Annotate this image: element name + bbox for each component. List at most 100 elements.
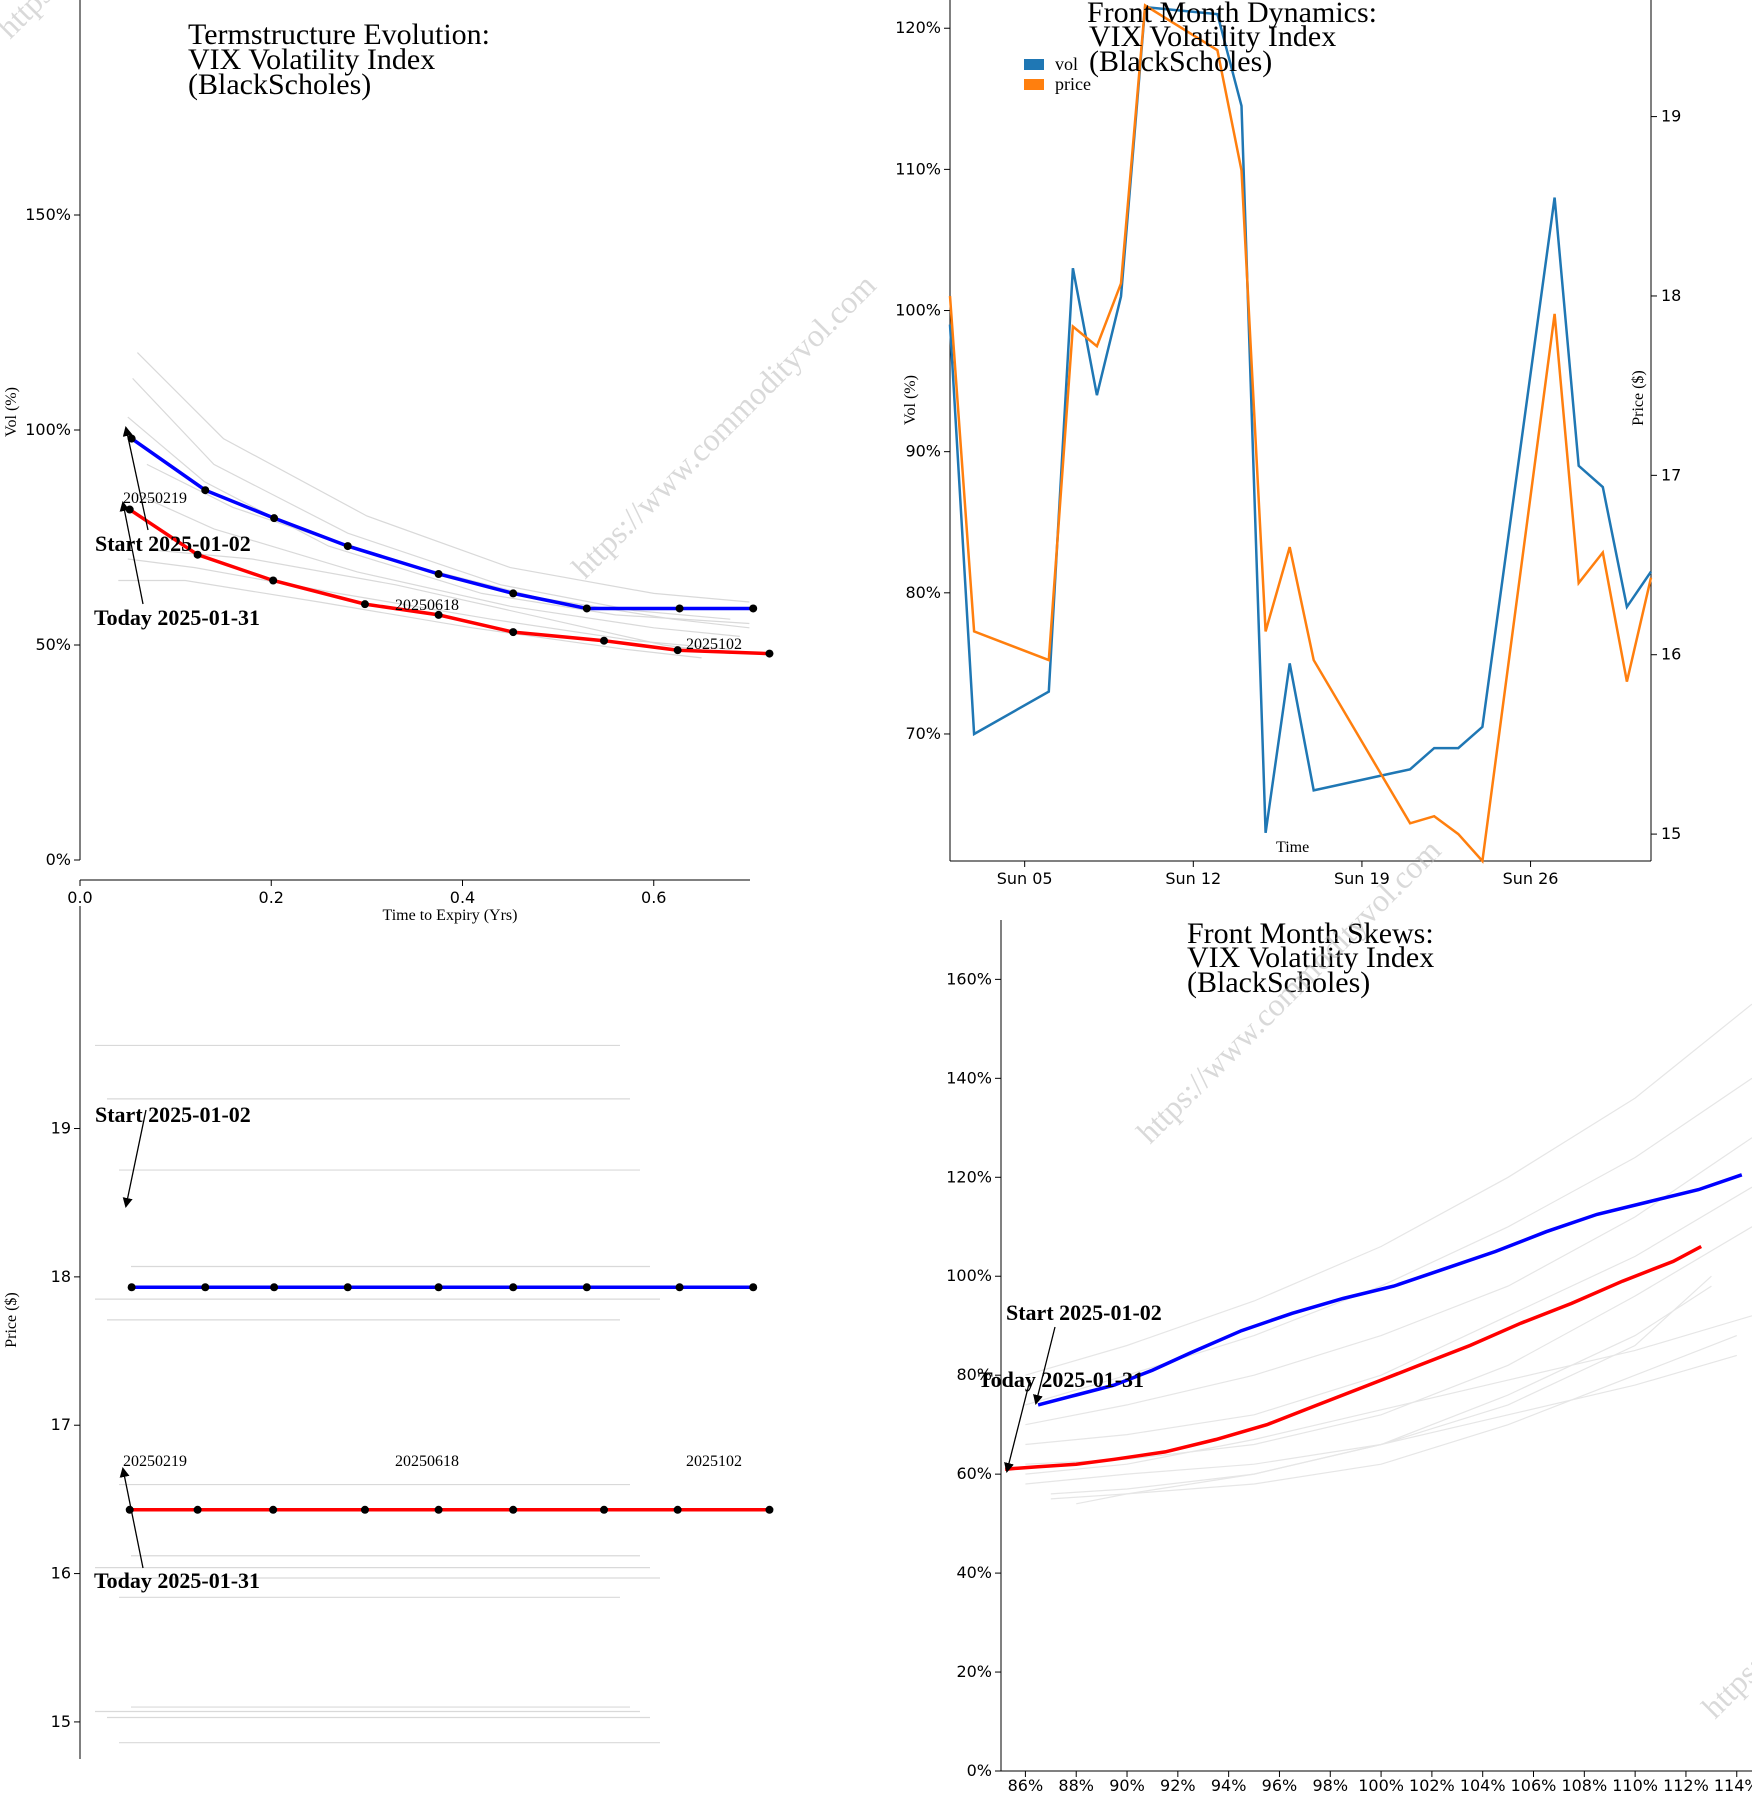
dynamics-y-tick-label: 110%	[895, 159, 941, 178]
price-term-start-annotation: Start 2025-01-02	[95, 1102, 251, 1127]
price-term-today-point	[673, 1505, 682, 1514]
skew-title-line-3: (BlackScholes)	[1187, 966, 1370, 999]
skew-title-line-1: Front Month Skews:	[1187, 917, 1434, 950]
dynamics-legend: vol price	[1024, 54, 1091, 94]
term-start-annotation: Start 2025-01-02	[95, 531, 251, 556]
price-term-today-point	[600, 1505, 609, 1514]
term-history-line	[118, 579, 702, 659]
skew-grid-axes: 0% 20% 40% 60% 80% 100% 120% 140% 160% 86% 88% 90% 9…	[946, 920, 1752, 1793]
term-today-point	[765, 649, 774, 658]
dynamics-x-axis-label: Time	[1276, 839, 1309, 856]
term-start-point	[509, 589, 518, 598]
term-y-tick-label: 100%	[25, 420, 71, 439]
price-term-start-point	[270, 1283, 279, 1292]
skew-today-line	[1004, 1244, 1703, 1471]
skew-y-tick-label: 0%	[967, 1761, 992, 1780]
price-term-grid-axes: 15 16 17 18 19	[51, 906, 81, 1759]
skew-history-line	[1025, 1315, 1752, 1475]
skew-today-arrow	[1004, 1379, 1031, 1473]
price-term-today-arrow	[119, 1467, 144, 1569]
term-start-point	[434, 570, 443, 579]
price-term-series	[125, 1283, 774, 1514]
legend-swatch-vol	[1024, 59, 1044, 70]
term-title-line-3: (BlackScholes)	[188, 68, 371, 101]
skew-start-line	[1037, 1173, 1743, 1407]
price-term-y-tick-label: 15	[51, 1712, 71, 1731]
term-grid-axes: 0% 50% 100% 150% 0.0 0.2 0.4 0.6	[25, 0, 750, 907]
term-start-point	[201, 486, 210, 495]
skew-x-tick-label: 100%	[1358, 1776, 1404, 1793]
term-y-tick-label: 0%	[46, 850, 71, 869]
term-x-tick-label: 0.4	[450, 888, 475, 907]
skew-x-tick-label: 108%	[1561, 1776, 1607, 1793]
price-term-today-annotation: Today 2025-01-31	[94, 1568, 260, 1593]
term-today-point	[360, 600, 369, 609]
dynamics-y-tick-label: 80%	[905, 583, 941, 602]
skew-y-tick-label: 80%	[956, 1365, 992, 1384]
legend-label-price: price	[1055, 74, 1091, 94]
term-start-point	[270, 514, 279, 523]
term-today-point	[269, 576, 278, 585]
dynamics-right-y-tick-label: 16	[1661, 645, 1681, 664]
term-today-point	[509, 628, 518, 637]
skew-history-line	[1025, 1077, 1752, 1406]
dynamics-price-line	[948, 3, 1653, 864]
watermark-1: https://www.commodityvol.com	[564, 267, 882, 585]
term-title-line-2: VIX Volatility Index	[188, 43, 435, 76]
price-term-expiry-label-2: 20250618	[395, 1453, 459, 1470]
term-history-line	[136, 352, 750, 603]
dynamics-title-line-2: VIX Volatility Index	[1089, 20, 1336, 53]
dynamics-x-tick-label: Sun 05	[997, 869, 1053, 888]
dynamics-title-line-1: Front Month Dynamics:	[1087, 0, 1377, 29]
price-term-start-point	[582, 1283, 591, 1292]
skew-series	[1004, 1173, 1743, 1471]
skew-x-tick-label: 88%	[1058, 1776, 1094, 1793]
skew-y-tick-label: 140%	[946, 1068, 992, 1087]
price-term-panel: 15 16 17 18 19 Price ($) 20250219 20250618 2…	[3, 906, 774, 1759]
term-start-point	[582, 604, 591, 613]
skew-y-tick-label: 100%	[946, 1266, 992, 1285]
skew-x-tick-label: 96%	[1262, 1776, 1298, 1793]
term-y-tick-label: 50%	[35, 635, 71, 654]
price-term-start-point	[749, 1283, 758, 1292]
term-x-axis-label: Time to Expiry (Yrs)	[383, 907, 518, 924]
dynamics-series	[948, 3, 1653, 864]
term-today-annotation: Today 2025-01-31	[94, 605, 260, 630]
term-series	[125, 434, 774, 658]
price-term-y-tick-label: 17	[51, 1415, 71, 1434]
skew-x-tick-label: 110%	[1612, 1776, 1658, 1793]
skew-history-line	[1076, 1354, 1737, 1505]
term-x-tick-label: 0.6	[641, 888, 666, 907]
price-term-today-point	[434, 1505, 443, 1514]
price-term-start-point	[127, 1283, 136, 1292]
legend-label-vol: vol	[1055, 54, 1078, 74]
watermark-3: https://www.commodityvol.com	[1694, 1407, 1752, 1725]
term-title-line-1: Termstructure Evolution:	[188, 18, 490, 51]
price-term-today-point	[193, 1505, 202, 1514]
skew-x-tick-label: 90%	[1109, 1776, 1145, 1793]
legend-swatch-price	[1024, 79, 1044, 90]
price-term-expiry-label-1: 20250219	[123, 1453, 187, 1470]
skew-start-annotation: Start 2025-01-02	[1006, 1300, 1162, 1325]
dynamics-y-tick-label: 70%	[905, 724, 941, 743]
skew-x-tick-label: 106%	[1511, 1776, 1557, 1793]
dynamics-right-y-tick-label: 19	[1661, 107, 1681, 126]
skew-history-line	[1025, 1003, 1752, 1376]
term-start-arrow	[122, 426, 149, 531]
term-y-tick-label: 150%	[25, 205, 71, 224]
term-x-tick-label: 0.2	[259, 888, 284, 907]
term-today-point	[434, 610, 443, 619]
skew-x-tick-label: 102%	[1409, 1776, 1455, 1793]
skew-title-line-2: VIX Volatility Index	[1187, 941, 1434, 974]
price-term-today-point	[360, 1505, 369, 1514]
term-x-tick-label: 0.0	[67, 888, 92, 907]
skew-y-tick-label: 20%	[956, 1662, 992, 1681]
skew-x-tick-label: 114%	[1714, 1776, 1752, 1793]
price-term-start-point	[201, 1283, 210, 1292]
skew-panel: 0% 20% 40% 60% 80% 100% 120% 140% 160% 86% 88% 90% 9…	[946, 917, 1752, 1793]
skew-history-line	[1025, 1137, 1752, 1426]
term-panel: 0% 50% 100% 150% 0.0 0.2 0.4 0.6 Termstructure …	[3, 0, 774, 924]
term-history-line	[156, 549, 731, 655]
dynamics-y-axis-label: Vol (%)	[902, 375, 919, 425]
